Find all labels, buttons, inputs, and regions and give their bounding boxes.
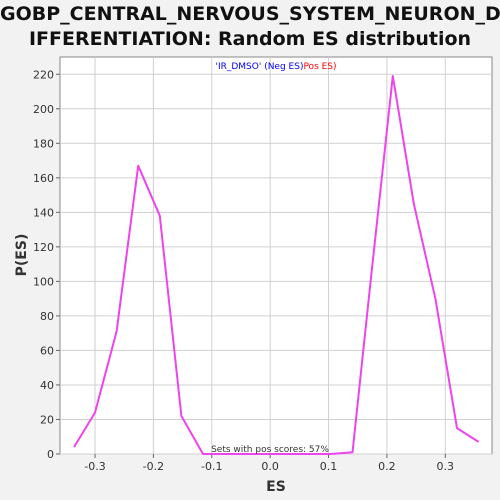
y-tick-label: 0: [47, 448, 54, 461]
y-tick-label: 180: [33, 137, 54, 150]
y-tick-label: 20: [40, 413, 54, 426]
x-tick-label: -0.1: [201, 460, 222, 473]
chart-title-line-1: GOBP_CENTRAL_NERVOUS_SYSTEM_NEURON_D: [0, 3, 500, 25]
y-tick-label: 100: [33, 275, 54, 288]
legend: 'IR_DMSO' (Neg ES)Pos ES): [215, 62, 336, 72]
pos-score-annotation: Sets with pos scores: 57%: [211, 445, 329, 455]
series-layer: [73, 75, 480, 455]
chart-title-line-2: IFFERENTIATION: Random ES distribution: [28, 28, 472, 50]
x-tick-label: -0.3: [84, 460, 105, 473]
y-axis-label: P(ES): [14, 234, 30, 277]
legend-pos-es: Pos ES): [303, 62, 336, 72]
legend-neg-es: (Neg ES): [264, 62, 303, 72]
legend-dataset: 'IR_DMSO': [215, 62, 264, 72]
y-tick-label: 220: [33, 68, 54, 81]
y-tick-label: 120: [33, 241, 54, 254]
x-tick-label: 0.3: [437, 460, 455, 473]
y-tick-label: 200: [33, 103, 54, 116]
ticks: -0.3 -0.2 -0.1 0.0 0.1 0.2 0.3 0 20 40 60 80 100 120 1…: [33, 68, 454, 473]
y-tick-label: 140: [33, 206, 54, 219]
x-axis-label: ES: [266, 479, 286, 495]
x-tick-label: 0.1: [320, 460, 338, 473]
y-tick-label: 40: [40, 379, 54, 392]
plot-area: [59, 56, 493, 455]
x-tick-label: 0.2: [378, 460, 396, 473]
y-tick-label: 60: [40, 344, 54, 357]
y-tick-label: 80: [40, 310, 54, 323]
x-tick-label: 0.0: [261, 460, 279, 473]
chart-title: GOBP_CENTRAL_NERVOUS_SYSTEM_NEURON_D IFF…: [0, 2, 500, 52]
es-distribution-line: [73, 75, 480, 455]
y-tick-label: 160: [33, 172, 54, 185]
x-tick-label: -0.2: [143, 460, 164, 473]
